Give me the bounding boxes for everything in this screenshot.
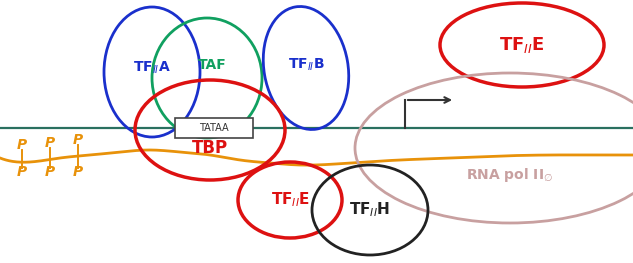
Text: TF$_{II}$H: TF$_{II}$H — [349, 201, 391, 219]
Text: P: P — [73, 133, 83, 147]
Bar — [175, 118, 253, 138]
Text: TF$_{II}$E: TF$_{II}$E — [270, 191, 310, 209]
Text: P: P — [45, 165, 55, 179]
Text: P: P — [73, 165, 83, 179]
Text: RNA pol II$_{\varnothing}$: RNA pol II$_{\varnothing}$ — [467, 166, 554, 184]
Text: TBP: TBP — [192, 139, 228, 157]
Text: TF$_{II}$A: TF$_{II}$A — [133, 60, 171, 76]
Text: P: P — [17, 138, 27, 152]
Text: TAF: TAF — [197, 58, 227, 72]
Text: P: P — [17, 165, 27, 179]
Text: P: P — [45, 136, 55, 150]
Text: TF$_{II}$E: TF$_{II}$E — [499, 35, 545, 55]
Text: TF$_{II}$B: TF$_{II}$B — [287, 57, 325, 73]
Text: TATAA: TATAA — [199, 123, 229, 133]
